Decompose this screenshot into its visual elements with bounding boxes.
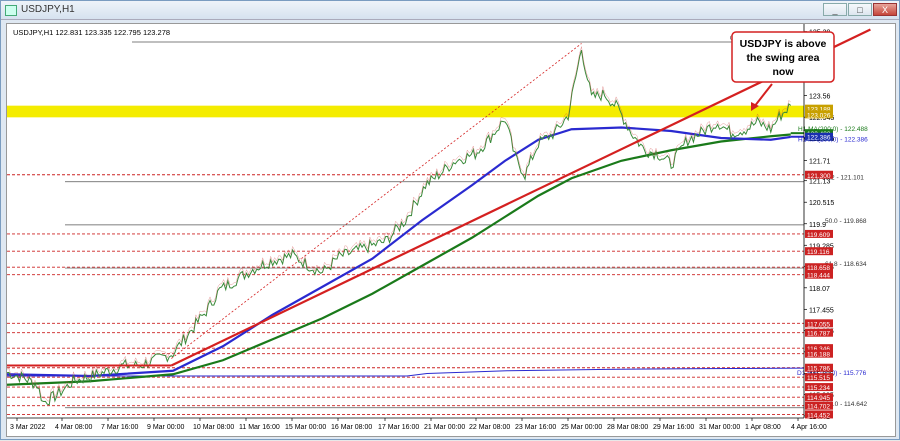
- price-level-tag-text: 114.702: [807, 404, 830, 411]
- price-level-tag-text: 115.234: [807, 385, 830, 392]
- x-tick-label: 3 Mar 2022: [10, 424, 46, 431]
- price-level-tag: [805, 270, 833, 279]
- chart-app-icon: [5, 5, 17, 16]
- x-tick-label: 22 Mar 08:00: [469, 424, 510, 431]
- ma200-line: [6, 133, 791, 386]
- annotation-arrow: [753, 83, 773, 108]
- price-level-tag-text: 115.515: [807, 375, 830, 382]
- annotation-arrowhead: [751, 102, 759, 111]
- d1-ma100-line: [7, 367, 805, 377]
- price-level-tag: [805, 349, 833, 358]
- x-tick-label: 9 Mar 00:00: [147, 424, 184, 431]
- symbol-header: USDJPY,H1 122.831 123.335 122.795 123.27…: [13, 28, 170, 37]
- x-tick-label: 1 Apr 08:00: [745, 424, 781, 431]
- y-tick-label: 118.07: [809, 286, 830, 293]
- y-tick-label: 117.455: [809, 307, 834, 314]
- price-level-tag-text: 114.452: [807, 412, 830, 419]
- x-tick-label: 25 Mar 00:00: [561, 424, 602, 431]
- trendline: [170, 28, 871, 367]
- x-tick-label: 17 Mar 16:00: [378, 424, 419, 431]
- price-level-tag-text: 118.658: [807, 265, 830, 272]
- swing-area-band: [7, 105, 804, 118]
- price-level-tag-text: 123.026: [807, 112, 831, 119]
- fibonacci-level-label: 38.2 - 121.101: [822, 175, 864, 182]
- fibonacci-level-label: 100.0 - 114.642: [822, 401, 867, 408]
- fib-diagonal-line: [171, 43, 582, 359]
- price-level-tag-text: 115.786: [807, 366, 830, 373]
- close-button[interactable]: X: [873, 3, 897, 16]
- x-tick-label: 28 Mar 08:00: [607, 424, 648, 431]
- fibonacci-level-label: 50.0 - 119.868: [825, 218, 867, 225]
- ma100-label: H1 MA(100;0) - 122.386: [798, 137, 868, 144]
- x-tick-label: 23 Mar 16:00: [515, 424, 556, 431]
- price-level-tag-text: 121.300: [807, 173, 831, 180]
- maximize-button[interactable]: □: [848, 3, 872, 16]
- price-level-tag: [805, 229, 833, 238]
- price-level-tag: [805, 410, 833, 419]
- x-tick-label: 16 Mar 08:00: [331, 424, 372, 431]
- price-level-tag-text: 116.787: [807, 331, 830, 338]
- price-candle-shadow: [6, 46, 791, 402]
- annotation-line-3: now: [773, 66, 795, 78]
- fibonacci-level-label: 61.8 - 118.634: [825, 261, 867, 268]
- annotation-box: [731, 31, 835, 83]
- annotation-line-2: the swing area: [747, 52, 820, 64]
- price-level-tag-text: 117.055: [807, 321, 830, 328]
- x-tick-label: 21 Mar 00:00: [424, 424, 465, 431]
- y-tick-label: 120.515: [809, 200, 834, 207]
- price-level-tag-text: 114.945: [807, 395, 830, 402]
- x-tick-label: 11 Mar 16:00: [239, 424, 280, 431]
- price-level-tag-text: 119.116: [807, 249, 830, 256]
- price-level-tag: [805, 344, 833, 353]
- price-level-tag-text: 118.444: [807, 273, 830, 280]
- price-level-tag-text: 116.188: [807, 352, 830, 359]
- price-level-tag: [805, 401, 833, 410]
- title-bar: USDJPY,H1 _ □ X: [1, 1, 899, 20]
- ma200-label: H1 MA(200;0) - 122.488: [798, 126, 868, 133]
- x-tick-label: 15 Mar 00:00: [285, 424, 326, 431]
- price-level-tag: [805, 247, 833, 256]
- price-level-tag-text: 122.386: [807, 135, 831, 142]
- y-tick-label: 119.285: [809, 243, 834, 250]
- x-tick-label: 31 Mar 00:00: [699, 424, 740, 431]
- price-level-tag: [805, 363, 833, 372]
- price-level-tag-text: 123.188: [807, 107, 831, 114]
- price-level-tag: [805, 393, 833, 402]
- price-level-tag: [805, 132, 833, 141]
- x-tick-label: 29 Mar 16:00: [653, 424, 694, 431]
- x-tick-label: 4 Apr 16:00: [791, 424, 827, 431]
- price-level-tag: [805, 104, 833, 113]
- y-tick-label: 122.945: [809, 115, 834, 122]
- y-tick-label: 123.56: [809, 94, 831, 101]
- price-level-tag: [805, 319, 833, 328]
- price-level-tag: [805, 373, 833, 382]
- price-level-tag-text: 116.346: [807, 346, 830, 353]
- y-tick-label: 119.9: [809, 222, 826, 229]
- y-tick-label: 121.71: [809, 158, 831, 165]
- price-level-tag: [805, 263, 833, 272]
- minimize-button[interactable]: _: [823, 3, 847, 16]
- annotation-line-1: USDJPY is above: [740, 38, 827, 50]
- price-level-tag: [805, 328, 833, 337]
- ma100-line: [6, 126, 791, 378]
- y-tick-label: 121.13: [809, 179, 831, 186]
- price-line: [6, 50, 792, 406]
- x-tick-label: 4 Mar 08:00: [55, 424, 92, 431]
- price-level-tag: [805, 110, 833, 119]
- annotation-callout: USDJPY is above the swing area now: [731, 31, 835, 111]
- price-level-tag: [805, 170, 833, 179]
- x-tick-label: 10 Mar 08:00: [193, 424, 234, 431]
- window-title: USDJPY,H1: [21, 4, 75, 15]
- price-level-tag-text: 119.609: [807, 232, 830, 239]
- x-tick-label: 7 Mar 16:00: [101, 424, 138, 431]
- price-level-tag: [805, 383, 833, 392]
